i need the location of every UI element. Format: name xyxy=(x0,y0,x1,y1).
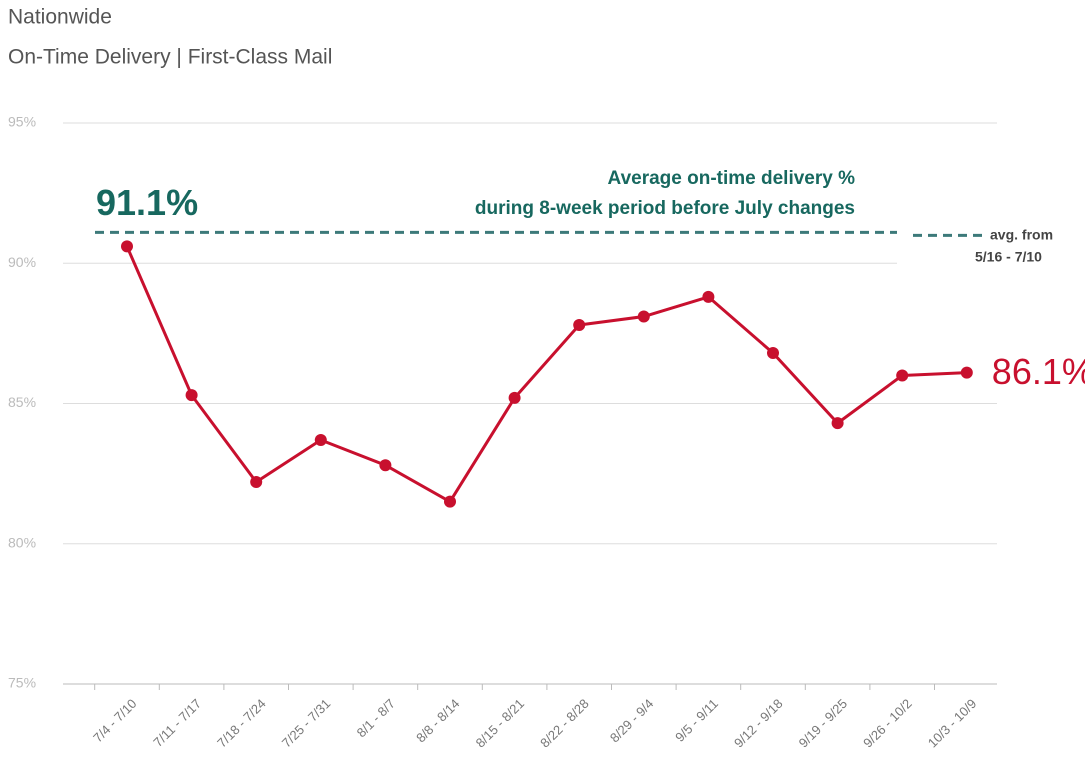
point xyxy=(121,240,133,253)
point xyxy=(767,347,779,360)
y-tick-label: 85% xyxy=(8,394,36,410)
point xyxy=(444,495,456,508)
x-tick-label: 8/8 - 8/14 xyxy=(413,696,462,745)
x-tick-label: 9/19 - 9/25 xyxy=(796,696,851,751)
x-tick-label: 8/22 - 8/28 xyxy=(537,696,592,751)
x-tick-label: 8/15 - 8/21 xyxy=(473,696,528,751)
point xyxy=(831,417,844,430)
point xyxy=(896,369,909,382)
x-tick-label: 7/18 - 7/24 xyxy=(214,696,269,751)
legend-label: avg. from xyxy=(990,227,1053,243)
point xyxy=(250,476,263,489)
annotation: Average on-time delivery % xyxy=(608,168,856,189)
data-label: 86.1% xyxy=(992,351,1085,392)
point xyxy=(960,366,973,379)
point xyxy=(379,459,392,472)
point xyxy=(573,318,586,331)
chart-subtitle: On-Time Delivery | First-Class Mail xyxy=(8,46,332,69)
x-tick-label: 9/12 - 9/18 xyxy=(731,696,786,751)
y-tick-label: 90% xyxy=(8,254,36,270)
reference-label: 91.1% xyxy=(96,182,198,223)
point xyxy=(637,310,650,323)
y-tick-label: 75% xyxy=(8,675,36,691)
annotation: during 8-week period before July changes xyxy=(475,198,855,219)
point xyxy=(314,433,327,446)
x-tick-label: 9/5 - 9/11 xyxy=(672,696,721,745)
x-tick-label: 9/26 - 10/2 xyxy=(860,696,915,751)
x-tick-label: 8/29 - 9/4 xyxy=(607,696,656,745)
point xyxy=(508,391,521,404)
point xyxy=(185,389,198,402)
y-tick-label: 95% xyxy=(8,114,36,130)
chart-title: Nationwide xyxy=(8,6,112,29)
x-tick-label: 10/3 - 10/9 xyxy=(925,696,980,751)
point xyxy=(702,290,715,303)
y-tick-label: 80% xyxy=(8,534,36,550)
x-tick-label: 8/1 - 8/7 xyxy=(354,696,398,740)
x-tick-label: 7/4 - 7/10 xyxy=(90,696,139,745)
x-tick-label: 7/25 - 7/31 xyxy=(279,696,334,751)
legend-label: 5/16 - 7/10 xyxy=(975,249,1042,265)
x-tick-label: 7/11 - 7/17 xyxy=(150,696,204,750)
line xyxy=(125,245,967,504)
